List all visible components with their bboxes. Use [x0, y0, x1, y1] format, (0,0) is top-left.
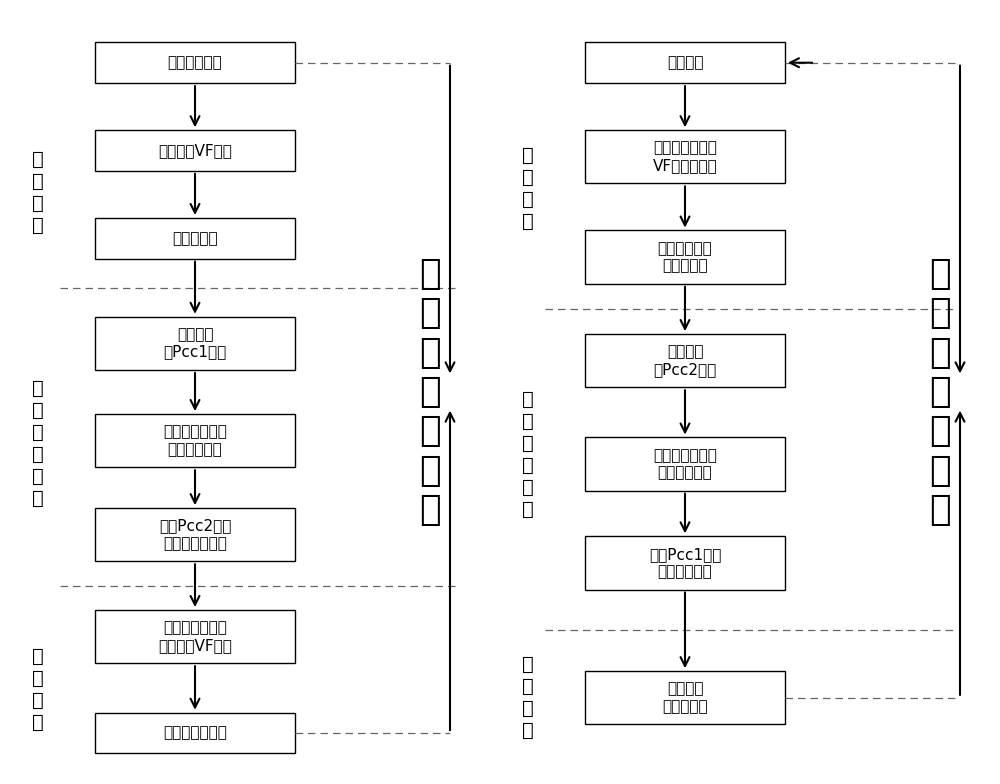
Text: 断开Pcc2开关
切除柴油发电机: 断开Pcc2开关 切除柴油发电机 — [159, 518, 231, 551]
Bar — [585, 334, 785, 387]
Text: 岸
电
供
电: 岸 电 供 电 — [32, 648, 44, 732]
Text: 岸电电源由传统
VF转下垂模式: 岸电电源由传统 VF转下垂模式 — [653, 140, 717, 173]
Text: 岸
电
供
电: 岸 电 供 电 — [522, 146, 534, 230]
Bar — [95, 317, 295, 370]
Text: 同期并网
合Pcc2开关: 同期并网 合Pcc2开关 — [653, 344, 717, 377]
Text: 船
电
供
电: 船 电 供 电 — [32, 150, 44, 234]
Bar — [95, 414, 295, 467]
Text: 岸电电源VF启动: 岸电电源VF启动 — [158, 143, 232, 158]
Bar — [95, 218, 295, 259]
Text: 同期并网
合Pcc1开关: 同期并网 合Pcc1开关 — [163, 327, 227, 360]
Text: 岸电电源二次调
节，功率转移: 岸电电源二次调 节，功率转移 — [653, 448, 717, 481]
Text: 岸
电
切
换
到
船
电: 岸 电 切 换 到 船 电 — [929, 257, 951, 527]
Bar — [95, 130, 295, 171]
Text: 功
率
平
稳
转
移: 功 率 平 稳 转 移 — [522, 390, 534, 519]
Text: 功
率
平
稳
转
移: 功 率 平 稳 转 移 — [32, 379, 44, 507]
Bar — [585, 671, 785, 724]
Text: 船
电
供
电: 船 电 供 电 — [522, 655, 534, 740]
Text: 岸电电源二次调
节，功率转移: 岸电电源二次调 节，功率转移 — [163, 424, 227, 457]
Text: 岸电电源由下垂
转到传统VF控制: 岸电电源由下垂 转到传统VF控制 — [158, 620, 232, 653]
Bar — [95, 713, 295, 753]
Bar — [95, 508, 295, 561]
Text: 检测船电电制: 检测船电电制 — [168, 55, 222, 71]
Bar — [585, 437, 785, 491]
Bar — [585, 536, 785, 590]
Bar — [95, 610, 295, 663]
Text: 船侧柴发
给船舶供电: 船侧柴发 给船舶供电 — [662, 681, 708, 714]
Text: 船
电
切
换
到
岸
电: 船 电 切 换 到 岸 电 — [419, 257, 441, 527]
Text: 调节柴发电压
幅值和频率: 调节柴发电压 幅值和频率 — [658, 241, 712, 274]
Bar — [585, 42, 785, 83]
Bar — [95, 42, 295, 83]
Text: 转下垂控制: 转下垂控制 — [172, 230, 218, 246]
Bar — [585, 230, 785, 284]
Text: 断开Pcc1开关
切除岸电电源: 断开Pcc1开关 切除岸电电源 — [649, 546, 721, 579]
Text: 岸电给船舶供电: 岸电给船舶供电 — [163, 725, 227, 741]
Text: 岸电供电: 岸电供电 — [667, 55, 703, 71]
Bar — [585, 130, 785, 183]
